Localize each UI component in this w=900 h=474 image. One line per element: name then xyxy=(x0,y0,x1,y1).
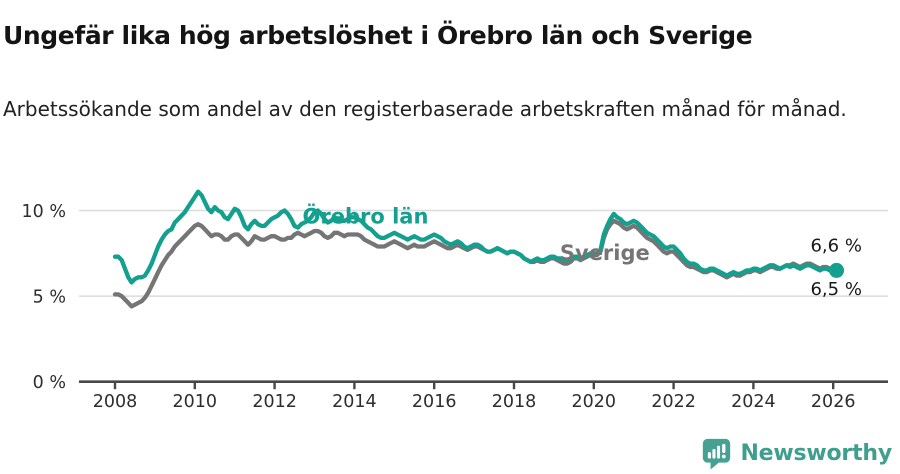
logo-bar-medium xyxy=(712,448,716,459)
x-tick-label: 2010 xyxy=(173,392,218,412)
x-tick-label: 2026 xyxy=(811,392,856,412)
x-tick-label: 2012 xyxy=(252,392,297,412)
x-tick-label: 2014 xyxy=(332,392,377,412)
logo-exclamation-dot xyxy=(722,454,727,459)
y-tick-label: 0 % xyxy=(33,373,66,393)
x-tick-label: 2018 xyxy=(492,392,537,412)
y-tick-label: 5 % xyxy=(33,288,66,308)
chart-subtitle: Arbetssökande som andel av den registerb… xyxy=(3,97,847,121)
logo-bubble-shape xyxy=(703,438,731,470)
series-end-dot xyxy=(829,262,845,278)
x-tick-label: 2024 xyxy=(731,392,776,412)
x-tick-label: 2016 xyxy=(412,392,457,412)
x-tick-label: 2020 xyxy=(572,392,617,412)
series-line-sverige xyxy=(112,218,839,309)
brand-name: Newsworthy xyxy=(740,441,892,466)
annotation-label: Örebro län xyxy=(303,203,429,228)
x-tick-label: 2008 xyxy=(93,392,138,412)
logo-bar-small xyxy=(708,452,712,459)
annotation-label: 6,5 % xyxy=(810,279,861,300)
newsworthy-logo-icon xyxy=(703,438,731,470)
annotation-label: Sverige xyxy=(560,241,650,265)
series-line--rebro-l-n xyxy=(112,189,839,285)
logo-bar-tall xyxy=(717,445,721,459)
page-title: Ungefär lika hög arbetslöshet i Örebro l… xyxy=(3,20,753,50)
annotation-label: 6,6 % xyxy=(810,236,861,257)
logo-exclamation-stem xyxy=(722,443,726,454)
y-tick-label: 10 % xyxy=(22,202,66,222)
x-tick-label: 2022 xyxy=(651,392,696,412)
newsworthy-brand: Newsworthy xyxy=(701,437,892,470)
